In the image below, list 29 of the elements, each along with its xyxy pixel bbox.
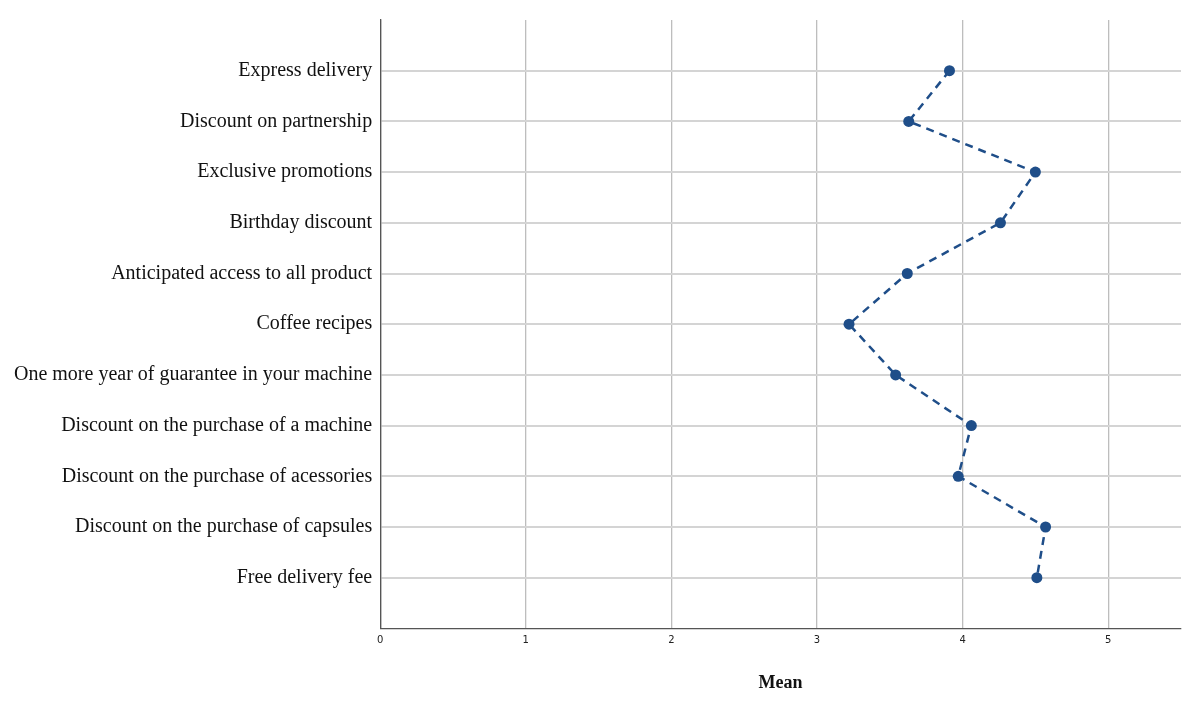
y-tick-label: Free delivery fee [236, 564, 373, 588]
point [943, 65, 955, 77]
point [965, 420, 977, 432]
y-tick-label: Coffee recipes [256, 311, 373, 335]
y-tick-label: Discount on the purchase of acessories [61, 463, 373, 487]
y-tick-label: Anticipated access to all product [111, 260, 373, 284]
y-tick-label: Birthday discount [229, 210, 373, 234]
x-tick-label: 1 [522, 633, 529, 645]
x-axis-title: Mean [758, 671, 803, 692]
x-tick-label: 0 [376, 633, 384, 645]
point [1031, 572, 1043, 584]
y-tick-label: One more year of guarantee in your machine [13, 362, 373, 386]
x-tick-label: 2 [668, 633, 675, 645]
y-tick-label: Express delivery [238, 57, 373, 81]
point [994, 217, 1006, 229]
point [1029, 166, 1041, 178]
point [1040, 521, 1052, 533]
y-tick-label: Discount on the purchase of capsules [75, 514, 373, 538]
point [952, 470, 964, 482]
x-tick-label: 3 [813, 633, 821, 645]
point [843, 318, 855, 330]
point [903, 115, 915, 127]
point [890, 369, 902, 381]
x-tick-label: 4 [959, 633, 966, 645]
y-tick-label: Discount on partnership [179, 108, 373, 132]
x-tick-label: 5 [1105, 633, 1112, 645]
y-tick-label: Exclusive promotions [197, 159, 373, 183]
y-tick-label: Discount on the purchase of a machine [61, 412, 373, 436]
point [901, 268, 913, 279]
